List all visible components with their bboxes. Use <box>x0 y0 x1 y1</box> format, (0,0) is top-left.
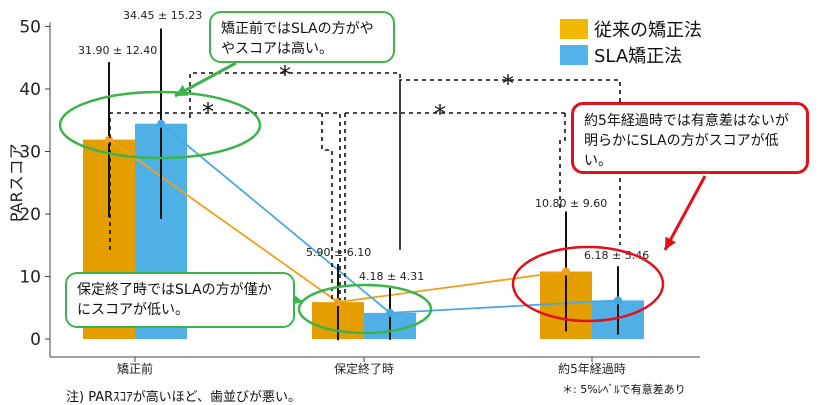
callout-arrow-five-year <box>663 175 707 251</box>
data-label: 31.90 ± 12.40 <box>78 44 157 57</box>
callout-arrow-five-year-head <box>665 236 676 250</box>
legend-swatch-sla <box>560 45 588 65</box>
callout-before-treatment-text: 矯正前ではSLAの方がややスコアは高い。 <box>221 21 374 57</box>
significance-star: * <box>502 70 514 98</box>
data-label: 10.80 ± 9.60 <box>535 197 607 210</box>
callout-five-year: 約5年経過時では有意差はないが明らかにSLAの方がスコアが低い。 <box>571 102 809 174</box>
significance-star: * <box>434 100 446 128</box>
legend-swatch-conventional <box>560 19 588 39</box>
data-point <box>157 119 165 128</box>
callout-five-year-text: 約5年経過時では有意差はないが明らかにSLAの方がスコアが低い。 <box>584 113 789 169</box>
data-label: 4.18 ± 4.31 <box>359 270 424 283</box>
callout-retention-end-text: 保定終了時ではSLAの方が僅かにスコアが低い。 <box>77 282 272 318</box>
significance-star: * <box>279 61 291 89</box>
y-tick-label: 50 <box>19 18 41 38</box>
data-point <box>562 267 570 276</box>
y-tick-label: 20 <box>19 205 41 225</box>
par-note: 注) PARｽｺｱが高いほど、歯並びが悪い。 <box>66 390 301 405</box>
y-tick-label: 40 <box>19 80 41 100</box>
data-point <box>614 296 622 305</box>
data-label: 34.45 ± 15.23 <box>123 9 202 22</box>
highlight-ellipse-retention <box>297 283 433 335</box>
y-tick-label: 30 <box>19 143 41 163</box>
data-point <box>334 298 342 307</box>
x-tick-label: 約5年経過時 <box>558 361 626 376</box>
x-tick-label: 矯正前 <box>117 361 153 376</box>
significance-bracket-tail <box>559 113 566 210</box>
y-tick-label: 0 <box>30 330 41 350</box>
significance-bracket-tail <box>321 113 333 300</box>
data-label: 5.90 ± 6.10 <box>306 246 371 259</box>
y-tick-label: 10 <box>19 268 41 288</box>
significance-note: ＊: 5%ﾚﾍﾞﾙで有意差あり <box>562 383 686 396</box>
x-tick-label: 保定終了時 <box>334 361 394 376</box>
significance-bracket <box>109 112 341 300</box>
legend-label-conventional: 従来の矯正法 <box>594 20 702 41</box>
callout-before-treatment: 矯正前ではSLAの方がややスコアは高い。 <box>209 11 395 63</box>
data-point <box>386 308 394 317</box>
callout-arrow-before-head <box>175 85 189 96</box>
highlight-ellipse-before <box>58 90 262 160</box>
legend-item-sla: SLA矯正法 <box>560 42 682 68</box>
legend-label-sla: SLA矯正法 <box>594 46 683 67</box>
y-axis-label: PARスコア <box>7 143 26 222</box>
legend-item-conventional: 従来の矯正法 <box>560 16 702 42</box>
data-point <box>105 135 113 144</box>
significance-star: * <box>202 98 214 126</box>
highlight-ellipse-five-year <box>511 245 665 323</box>
data-label: 6.18 ± 5.46 <box>584 249 649 262</box>
callout-retention-end: 保定終了時ではSLAの方が僅かにスコアが低い。 <box>65 272 295 328</box>
